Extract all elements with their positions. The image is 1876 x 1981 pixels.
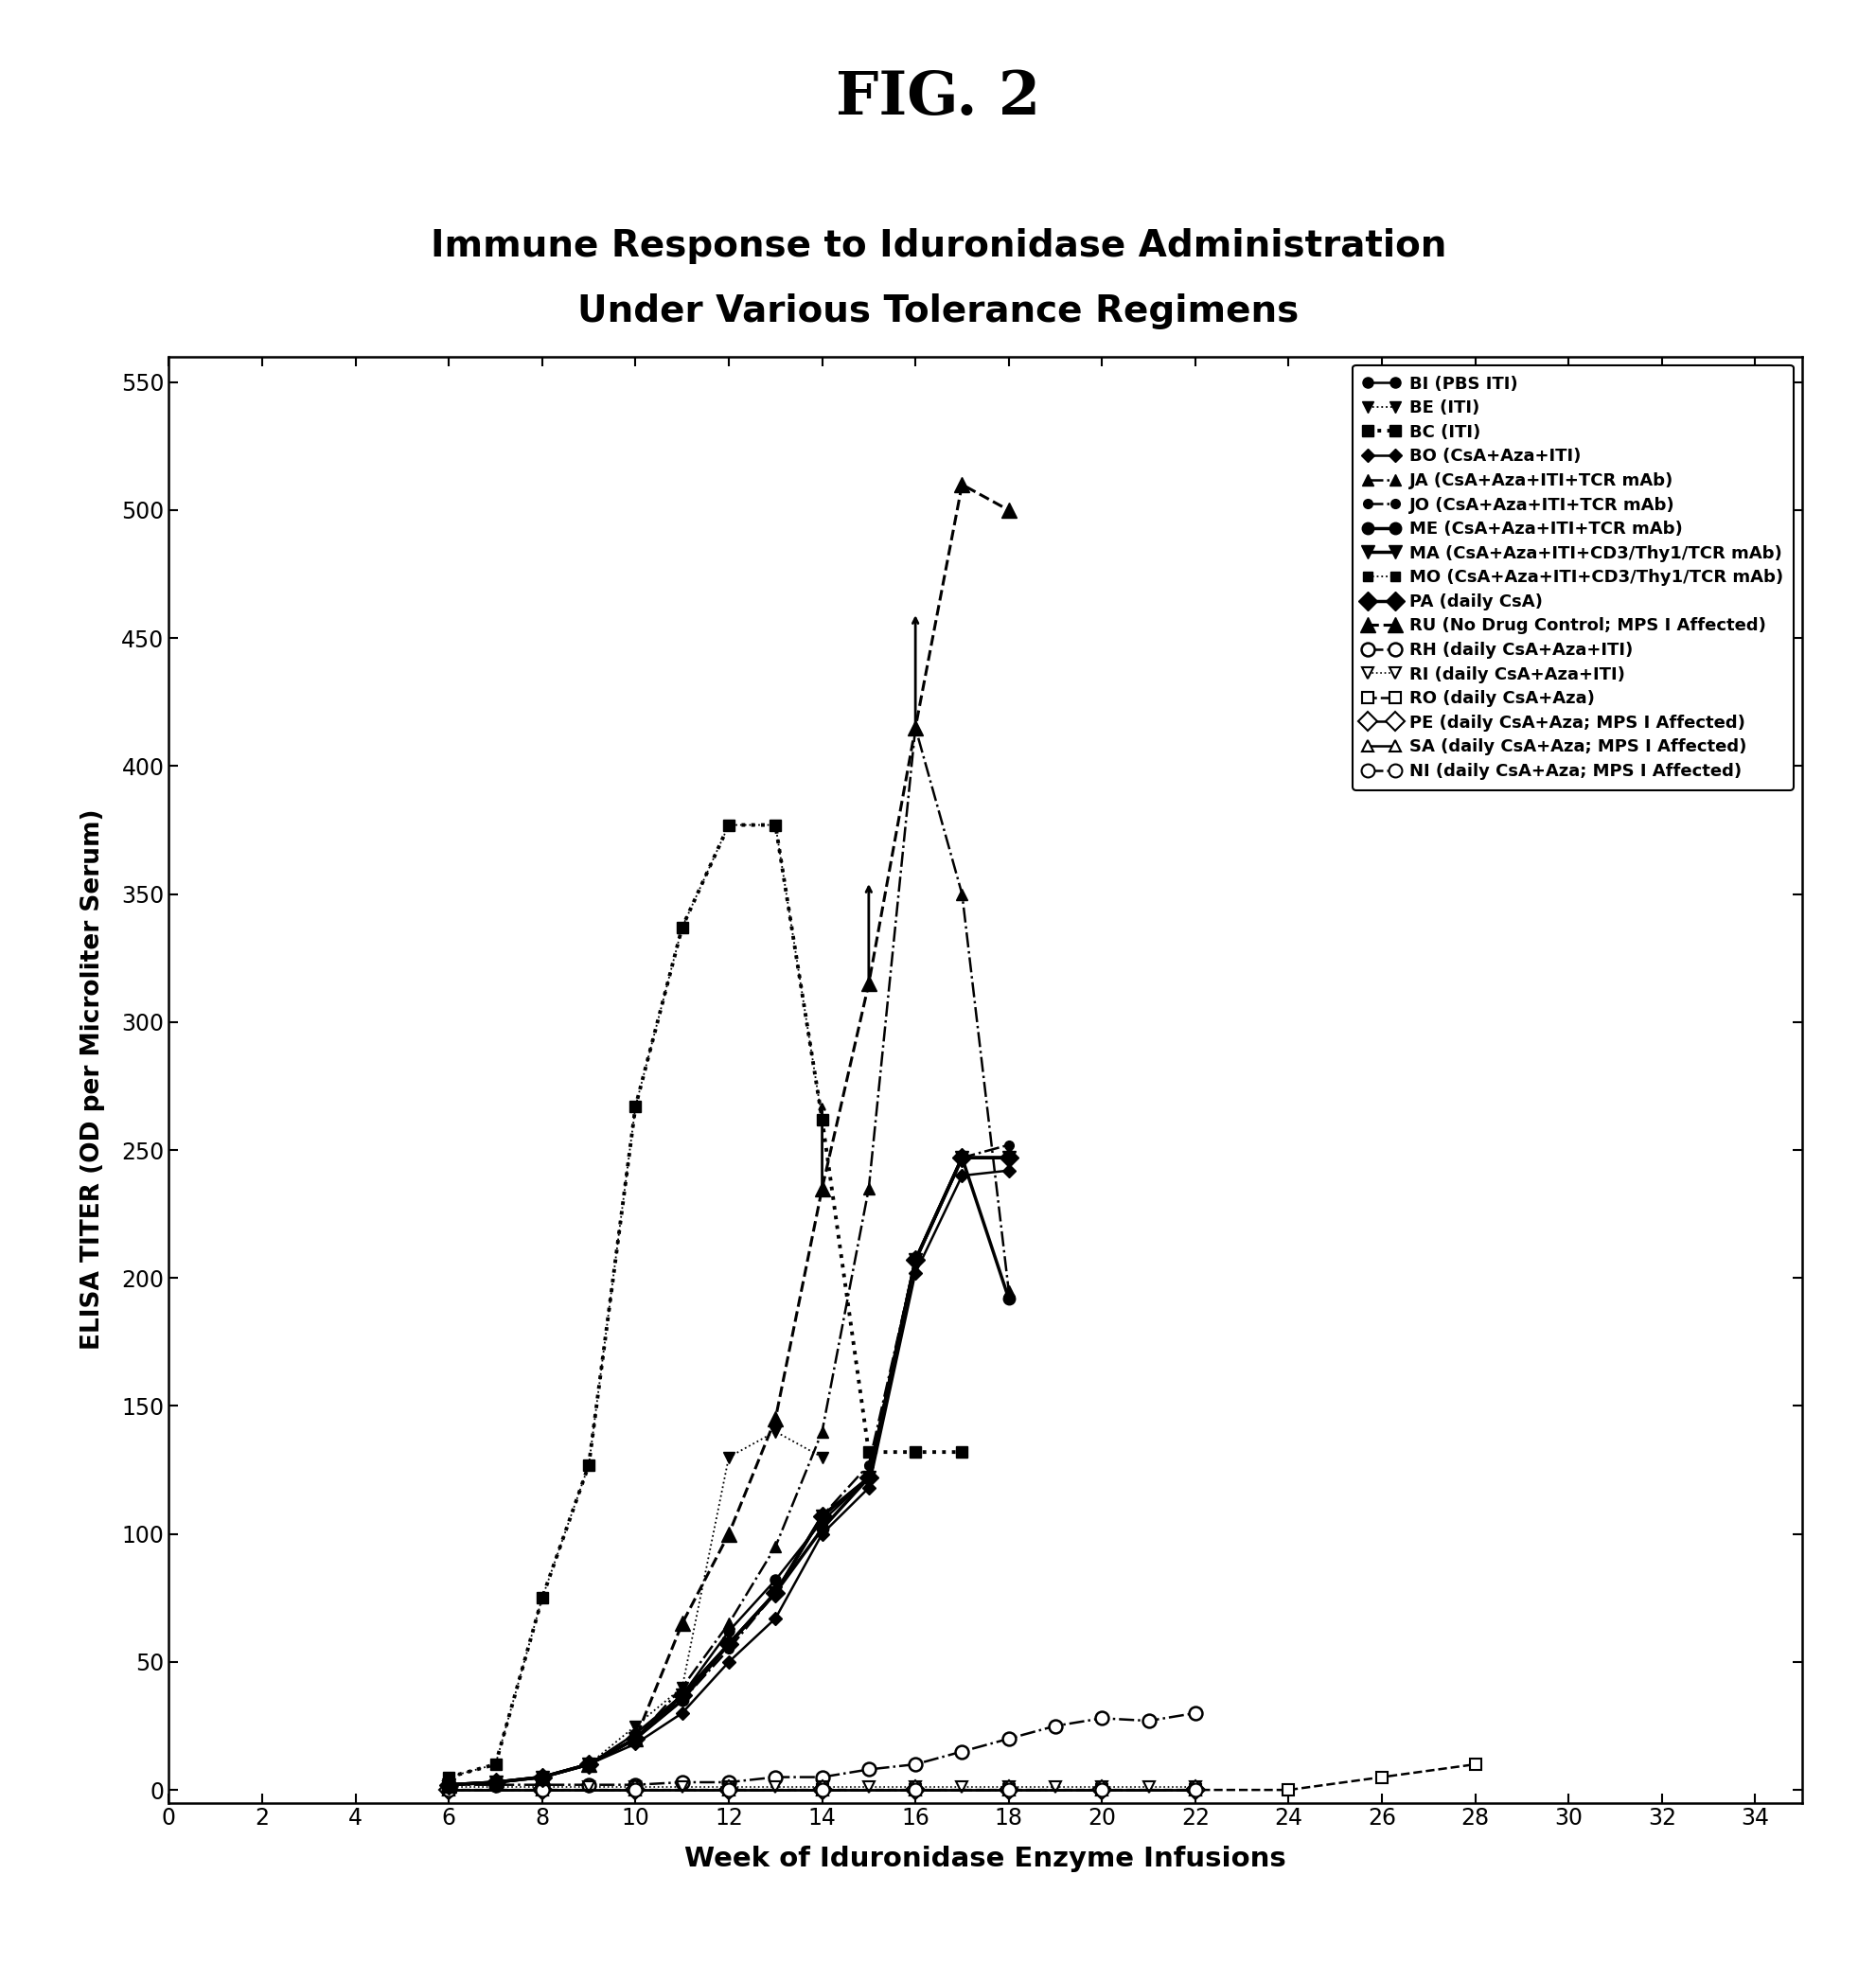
Text: Under Various Tolerance Regimens: Under Various Tolerance Regimens <box>578 293 1298 329</box>
Text: Immune Response to Iduronidase Administration: Immune Response to Iduronidase Administr… <box>430 228 1446 263</box>
Legend: BI (PBS ITI), BE (ITI), BC (ITI), BO (CsA+Aza+ITI), JA (CsA+Aza+ITI+TCR mAb), JO: BI (PBS ITI), BE (ITI), BC (ITI), BO (Cs… <box>1353 365 1792 790</box>
Y-axis label: ELISA TITER (OD per Microliter Serum): ELISA TITER (OD per Microliter Serum) <box>81 808 105 1351</box>
Text: FIG. 2: FIG. 2 <box>835 69 1041 127</box>
X-axis label: Week of Iduronidase Enzyme Infusions: Week of Iduronidase Enzyme Infusions <box>685 1846 1285 1872</box>
